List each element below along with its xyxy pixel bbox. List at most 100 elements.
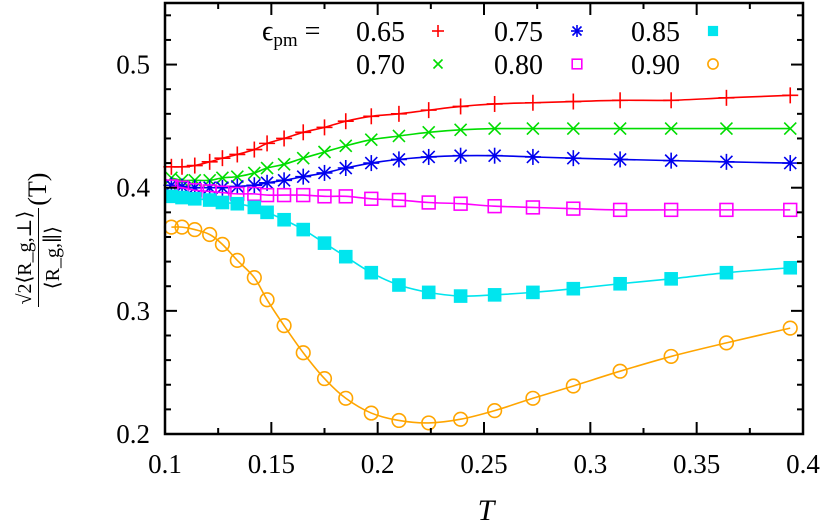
x-axis-title: T [478,494,497,527]
cross-marker [247,166,261,180]
marker-shape [316,370,333,387]
y-tick-label: 0.2 [116,419,150,449]
open-square-marker [364,191,379,206]
marker-shape [525,390,541,406]
open-square-marker [296,187,311,203]
filled-square-marker [719,265,734,280]
marker-shape [487,198,502,214]
marker-shape [295,345,311,361]
open-circle-marker [202,226,218,243]
cross-marker [526,122,540,136]
marker-stroke [422,150,436,164]
open-circle-marker [707,58,719,70]
plus-marker [782,87,799,104]
filled-square-marker [230,196,245,211]
marker-shape [707,25,719,37]
open-circle-marker [316,370,333,387]
series-line [171,226,791,424]
marker-shape [230,196,245,211]
marker-stroke [392,152,406,166]
open-circle-marker [246,270,262,286]
plus-marker [420,102,437,119]
star-marker [663,152,680,169]
series-line [171,127,791,182]
plus-marker [663,92,680,109]
filled-square-marker [202,193,217,207]
star-marker [316,164,333,181]
star-marker [718,153,735,170]
filled-square-marker [566,281,581,296]
star-marker [571,25,583,37]
marker-shape [296,187,311,203]
cross-marker [260,161,274,175]
marker-shape [566,281,581,296]
marker-stroke [488,149,502,163]
marker-stroke [664,154,678,168]
cross-marker [454,123,468,137]
marker-stroke [719,122,734,136]
marker-shape [663,202,679,218]
marker-shape [664,272,678,286]
open-circle-marker [612,363,628,379]
plus-marker [524,94,541,111]
marker-stroke [364,133,378,147]
marker-shape [566,201,581,216]
open-circle-marker [276,318,292,334]
marker-shape [317,236,332,250]
open-square-marker [453,196,468,211]
marker-stroke [422,125,436,139]
filled-square-marker [296,222,311,237]
open-square-marker [719,202,734,218]
legend: ϵpm = 0.650.70 0.750.80 0.850.90 [262,16,719,81]
marker-stroke [296,170,310,184]
marker-stroke [664,122,678,136]
plus-marker [214,150,231,167]
marker-shape [364,191,379,206]
marker-stroke [613,122,627,136]
marker-shape [229,252,245,268]
marker-shape [214,236,231,252]
marker-shape [276,187,292,203]
plus-marker [276,130,293,147]
star-marker [246,177,263,194]
marker-stroke [566,151,580,165]
series-0.70 [164,122,797,187]
marker-shape [453,289,468,303]
y-axis-numerator: √2⟨R_g,⊥⟩ [11,207,39,308]
marker-shape [260,205,274,220]
open-square-marker [487,198,502,214]
marker-shape [187,191,202,206]
open-circle-marker [453,411,469,427]
marker-stroke [526,122,540,136]
star-marker [276,172,293,189]
open-square-marker [259,187,275,203]
plus-marker [337,113,354,130]
marker-shape [526,285,540,300]
marker-stroke [571,25,583,37]
plus-marker [486,95,503,112]
star-marker [390,151,407,168]
marker-shape [259,292,275,308]
open-square-marker [317,189,332,204]
marker-stroke [247,178,261,192]
plus-marker [718,89,735,106]
open-circle-marker [663,348,679,365]
y-axis-denominator: ⟨R_g,∥⟩ [41,226,64,290]
star-marker [565,150,582,167]
open-circle-marker [363,405,379,421]
marker-shape [175,190,189,205]
x-tick-label: 0.15 [248,449,295,479]
open-circle-marker [259,292,275,308]
cross-marker [783,122,797,136]
plus-marker [612,92,629,109]
y-axis-fraction: √2⟨R_g,⊥⟩ ⟨R_g,∥⟩ [11,207,65,308]
marker-shape [612,363,628,379]
marker-shape [663,348,679,365]
marker-shape [565,378,581,394]
star-marker [524,148,541,165]
cross-marker [392,129,406,143]
filled-square-marker [187,191,202,206]
marker-shape [453,411,469,427]
filled-square-marker [707,25,719,37]
